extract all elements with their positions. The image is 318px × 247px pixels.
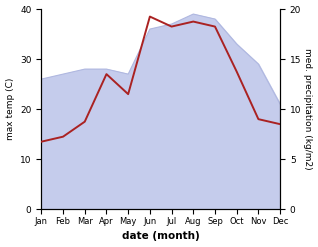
X-axis label: date (month): date (month) — [122, 231, 200, 242]
Y-axis label: max temp (C): max temp (C) — [5, 78, 15, 140]
Y-axis label: med. precipitation (kg/m2): med. precipitation (kg/m2) — [303, 48, 313, 170]
